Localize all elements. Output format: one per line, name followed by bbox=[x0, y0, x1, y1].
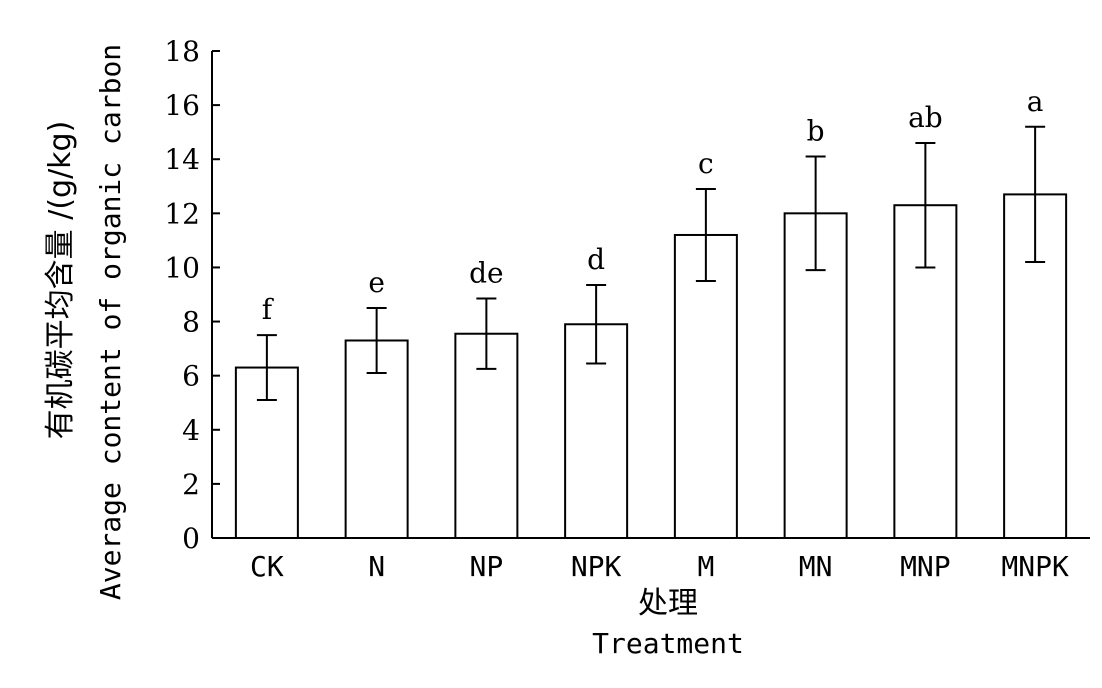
y-tick-label: 6 bbox=[182, 360, 200, 393]
x-axis-title-cn: 处理 bbox=[638, 586, 698, 621]
y-axis-ticks: 0 2 4 6 8 10 12 14 16 18 bbox=[164, 35, 220, 555]
x-tick-label-NPK: NPK bbox=[571, 550, 622, 583]
y-tick-label: 12 bbox=[164, 197, 200, 230]
x-axis-tick-labels: CK N NP NPK M MN MNP MNPK bbox=[250, 550, 1069, 583]
y-tick-label: 16 bbox=[164, 89, 200, 122]
significance-label-NPK: d bbox=[587, 243, 605, 276]
error-bars bbox=[256, 125, 1046, 402]
y-axis-title: Average content of organic carbon bbox=[94, 44, 127, 600]
significance-label-CK: f bbox=[262, 293, 275, 326]
y-tick-label: 0 bbox=[182, 522, 200, 555]
y-tick-label: 18 bbox=[164, 35, 200, 68]
significance-label-M: c bbox=[698, 147, 714, 180]
x-axis-title: Treatment bbox=[592, 627, 744, 660]
y-tick-label: 14 bbox=[164, 143, 200, 176]
x-tick-label-MNPK: MNPK bbox=[1001, 550, 1069, 583]
x-tick-label-CK: CK bbox=[250, 550, 284, 583]
y-axis-title-cn: 有机碳平均含量 /(g/kg) bbox=[43, 121, 78, 440]
x-tick-label-M: M bbox=[697, 550, 714, 583]
bar-M bbox=[673, 233, 738, 539]
significance-label-MN: b bbox=[807, 115, 825, 148]
significance-label-MNPK: a bbox=[1027, 85, 1044, 118]
x-tick-label-NP: NP bbox=[470, 550, 504, 583]
significance-labels: f e de d c b ab a bbox=[262, 85, 1044, 326]
y-tick-label: 4 bbox=[182, 414, 200, 447]
significance-label-NP: de bbox=[469, 257, 504, 290]
y-tick-label: 8 bbox=[182, 306, 200, 339]
significance-label-MNP: ab bbox=[908, 101, 943, 134]
y-tick-label: 10 bbox=[164, 251, 200, 284]
significance-label-N: e bbox=[368, 266, 385, 299]
axes bbox=[211, 51, 1090, 539]
bars bbox=[234, 193, 1068, 539]
y-tick-label: 2 bbox=[182, 468, 200, 501]
x-tick-label-MNP: MNP bbox=[900, 550, 951, 583]
x-tick-label-MN: MN bbox=[799, 550, 833, 583]
x-tick-label-N: N bbox=[368, 550, 385, 583]
